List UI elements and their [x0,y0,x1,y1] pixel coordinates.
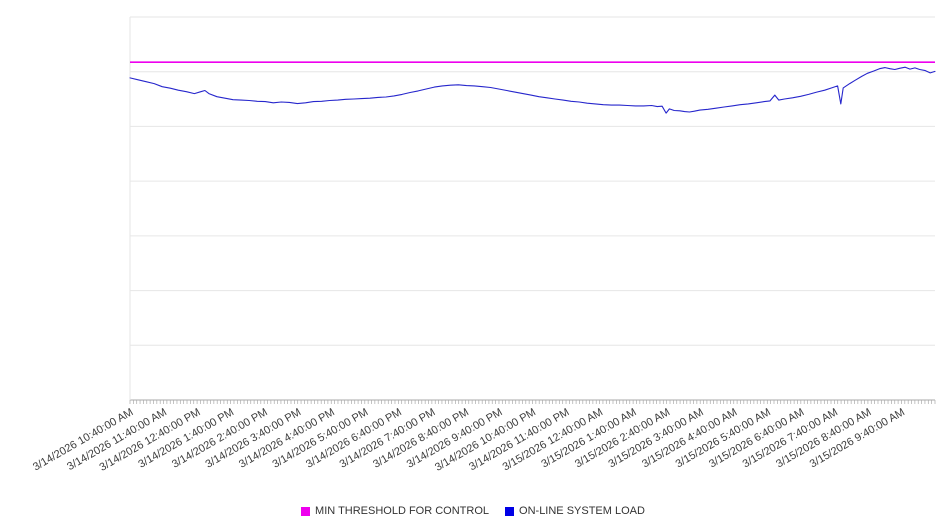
chart-legend: MIN THRESHOLD FOR CONTROL ON-LINE SYSTEM… [0,505,946,517]
legend-label-system-load: ON-LINE SYSTEM LOAD [519,505,645,517]
legend-item-min-threshold[interactable]: MIN THRESHOLD FOR CONTROL [301,505,489,517]
min-threshold-swatch-icon [301,506,311,516]
system-load-swatch-icon [505,506,515,516]
legend-label-min-threshold: MIN THRESHOLD FOR CONTROL [315,505,490,517]
legend-item-system-load[interactable]: ON-LINE SYSTEM LOAD [505,505,645,517]
